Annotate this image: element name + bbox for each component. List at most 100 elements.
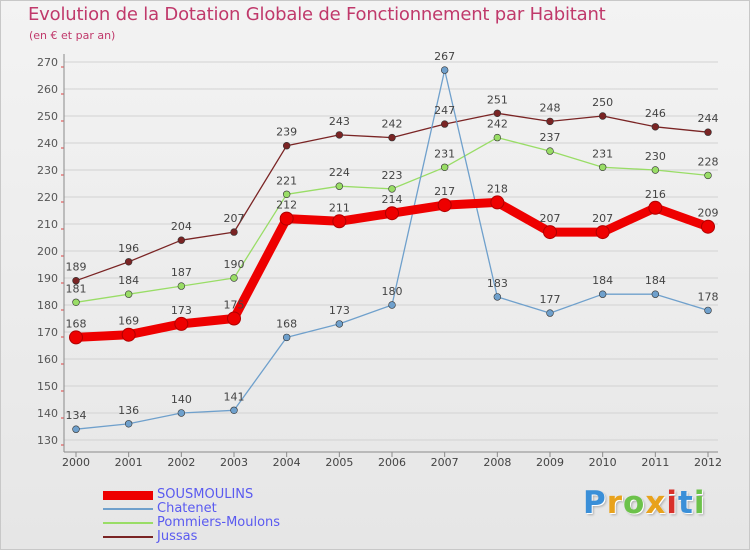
data-label: 181 [66, 282, 87, 295]
data-point [124, 290, 133, 298]
data-label: 212 [276, 199, 297, 212]
data-label: 173 [171, 304, 192, 317]
x-tick-label: 2002 [167, 456, 195, 469]
x-tick-label: 2004 [273, 456, 301, 469]
y-tick-label: 140 [37, 407, 58, 420]
data-label: 178 [698, 290, 719, 303]
data-point [651, 290, 660, 298]
x-tick-label: 2008 [483, 456, 511, 469]
y-tick-label: 250 [37, 110, 58, 123]
y-tick-label: 180 [37, 299, 58, 312]
x-tick-label: 2012 [694, 456, 722, 469]
y-tick-label: 240 [37, 137, 58, 150]
logo-letter: r [606, 485, 624, 521]
data-label: 173 [329, 304, 350, 317]
data-label: 211 [329, 201, 350, 214]
data-point [546, 117, 554, 126]
data-point [282, 142, 291, 150]
data-label: 140 [171, 393, 192, 406]
legend-swatch [103, 522, 153, 524]
data-point [335, 320, 344, 328]
legend-item: SOUSMOULINS [103, 488, 253, 502]
data-label: 184 [592, 274, 613, 287]
data-label: 231 [592, 147, 613, 160]
data-label: 214 [382, 193, 403, 206]
data-point [704, 128, 712, 136]
data-label: 169 [118, 315, 139, 328]
x-tick-label: 2005 [325, 456, 353, 469]
data-point [546, 309, 554, 317]
data-point [69, 330, 83, 345]
legend-swatch [103, 490, 153, 500]
legend-label: Pommiers-Moulons [157, 515, 281, 530]
data-point [282, 190, 291, 199]
data-point [493, 293, 502, 301]
data-point [598, 112, 607, 120]
data-point [440, 163, 449, 172]
logo-letter: x [645, 485, 667, 521]
x-tick-label: 2010 [589, 456, 617, 469]
y-tick-label: 230 [37, 164, 58, 177]
data-label: 242 [382, 118, 403, 131]
data-label: 207 [540, 212, 561, 225]
data-point [124, 258, 133, 266]
y-tick-label: 190 [37, 272, 58, 285]
logo-letter: i [693, 485, 706, 521]
data-label: 207 [224, 212, 245, 225]
data-point [704, 171, 712, 180]
data-label: 141 [224, 390, 245, 403]
data-label: 204 [171, 220, 192, 233]
x-tick-label: 2009 [536, 456, 564, 469]
chart-title: Evolution de la Dotation Globale de Fonc… [28, 4, 606, 25]
data-point [230, 274, 238, 282]
data-label: 196 [118, 242, 139, 255]
data-label: 224 [329, 166, 350, 179]
logo-letter: i [666, 485, 678, 521]
data-point [282, 333, 291, 342]
legend-item: Jussas [103, 530, 197, 544]
y-tick-label: 260 [37, 83, 58, 96]
data-label: 250 [592, 96, 613, 109]
data-label: 231 [434, 147, 455, 160]
data-label: 209 [698, 207, 719, 220]
data-point [124, 420, 133, 428]
data-label: 136 [118, 404, 139, 417]
legend-label: Jussas [157, 529, 198, 544]
data-point [230, 406, 238, 414]
y-tick-label: 270 [37, 56, 58, 69]
data-label: 239 [276, 126, 297, 139]
data-point [648, 200, 663, 215]
x-tick-label: 2011 [641, 456, 669, 469]
legend-label: SOUSMOULINS [157, 487, 254, 502]
legend-item: Pommiers-Moulons [103, 516, 280, 530]
y-tick-label: 160 [37, 353, 58, 366]
data-point [543, 225, 557, 240]
data-label: 217 [434, 185, 455, 198]
y-tick-label: 150 [37, 380, 58, 393]
x-tick-label: 2006 [378, 456, 406, 469]
logo-letter: t [677, 485, 694, 521]
data-label: 223 [382, 169, 403, 182]
data-label: 207 [592, 212, 613, 225]
data-point [72, 425, 80, 433]
data-label: 244 [698, 112, 719, 125]
data-label: 247 [434, 104, 455, 117]
data-point [177, 236, 186, 244]
data-point [651, 123, 660, 131]
data-label: 168 [276, 317, 297, 330]
data-label: 228 [698, 155, 719, 168]
data-label: 190 [224, 258, 245, 271]
data-point [701, 219, 715, 234]
x-tick-label: 2001 [115, 456, 143, 469]
x-tick-label: 2003 [220, 456, 248, 469]
data-point [227, 311, 241, 326]
data-point [440, 120, 449, 128]
proxiti-logo: Proxiti [583, 485, 705, 521]
data-point [546, 147, 554, 155]
data-label: 184 [645, 274, 666, 287]
data-label: 184 [118, 274, 139, 287]
data-point [335, 182, 344, 190]
x-tick-label: 2000 [62, 456, 90, 469]
data-label: 221 [276, 174, 297, 187]
data-point [598, 290, 607, 298]
